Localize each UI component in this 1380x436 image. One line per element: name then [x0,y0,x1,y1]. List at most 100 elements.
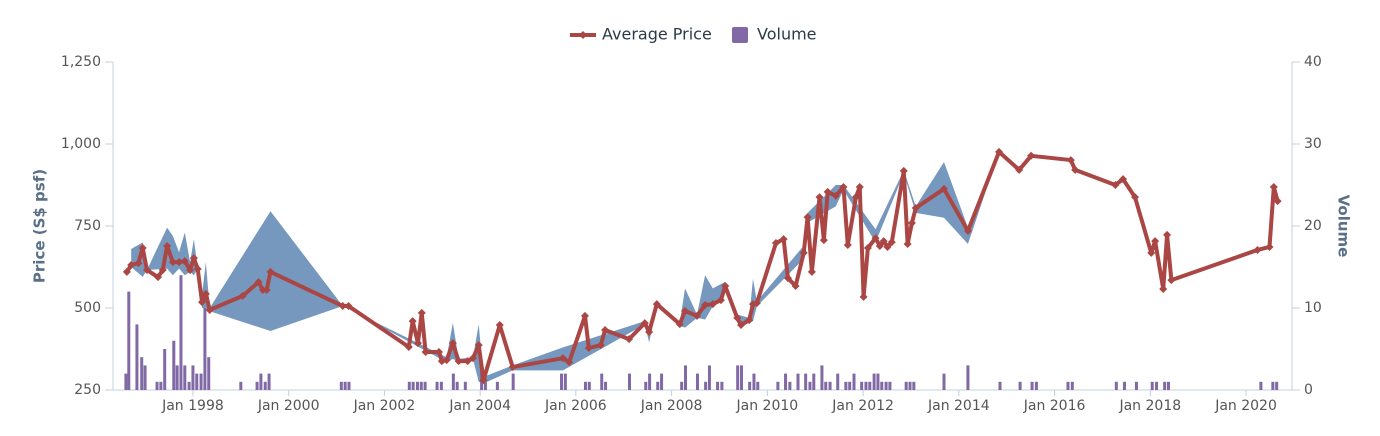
price-marker [468,354,477,363]
volume-bar [720,381,724,390]
price-marker [596,341,605,350]
volume-bar [439,381,443,390]
volume-bar [904,381,908,390]
volume-bar [872,373,876,390]
volume-bar [752,373,756,390]
price-marker [1027,151,1036,160]
price-marker [1269,182,1278,191]
price-marker [180,257,189,266]
price-marker [899,166,908,175]
volume-bar [912,381,916,390]
price-marker [640,319,649,328]
volume-bar [808,381,812,390]
price-marker [855,182,864,191]
price-marker [495,321,504,330]
volume-bar [203,308,207,390]
volume-bar [644,381,648,390]
y2-tick-label: 40 [1304,54,1322,70]
price-marker [479,376,488,385]
volume-bar [812,373,816,390]
x-tick-label: Jan 1998 [161,398,224,414]
price-marker [448,339,457,348]
volume-bar [704,381,708,390]
price-marker [153,273,162,282]
price-marker [903,240,912,249]
volume-bar [942,373,946,390]
price-marker [408,317,417,326]
volume-bar [684,365,688,390]
price-marker [859,292,868,301]
price-marker [701,301,710,310]
volume-bar [263,381,267,390]
price-marker [1163,230,1172,239]
price-marker [733,313,742,322]
price-marker [815,193,824,202]
volume-bar [155,381,159,390]
volume-bar [199,373,203,390]
volume-bar [824,381,828,390]
price-marker [752,299,761,308]
volume-bar [1150,381,1154,390]
volume-bar [740,365,744,390]
volume-bar [140,357,144,390]
volume-bar [179,275,183,390]
volume-bar [159,381,163,390]
volume-bar [736,365,740,390]
volume-bar [884,381,888,390]
x-tick-label: Jan 2010 [736,398,799,414]
volume-bar [908,381,912,390]
volume-bar [1070,381,1074,390]
volume-bar [1066,381,1070,390]
price-marker [1167,276,1176,285]
volume-bar [587,381,591,390]
volume-bar [135,324,139,390]
volume-bar [347,381,351,390]
volume-bar [836,373,840,390]
price-marker [193,264,202,273]
volume-bar [756,381,760,390]
price-marker [911,203,920,212]
volume-bar [1163,381,1167,390]
price-marker [127,261,136,270]
volume-bar [267,373,271,390]
legend-label: Volume [757,25,817,44]
price-marker [189,254,198,263]
volume-bar [1114,381,1118,390]
price-marker [168,258,177,267]
volume-bar [495,381,499,390]
x-tick-label: Jan 2000 [257,398,320,414]
price-marker [1159,284,1168,293]
volume-bar [660,373,664,390]
price-marker [737,321,746,330]
y-tick-label: 1,250 [61,54,101,70]
volume-bar [143,365,147,390]
volume-bar [1030,381,1034,390]
price-marker [201,289,210,298]
price-marker [1151,237,1160,246]
volume-bar [187,381,191,390]
price-marker [771,239,780,248]
volume-bar [239,381,243,390]
volume-bar [163,349,167,390]
price-marker [463,357,472,366]
price-marker [791,282,800,291]
price-marker [963,226,972,235]
price-marker [907,219,916,228]
volume-bar [695,373,699,390]
price-marker [1253,245,1262,254]
price-marker [843,241,852,250]
y2-tick-label: 0 [1304,382,1313,398]
price-marker [434,347,443,356]
x-tick-label: Jan 2020 [1214,398,1277,414]
price-marker [839,182,848,191]
volume-bar [876,373,880,390]
price-marker [262,285,271,294]
price-marker [823,187,832,196]
price-marker [186,265,195,274]
price-marker [508,363,517,372]
price-marker [807,267,816,276]
price-marker [652,300,661,309]
legend-swatch [732,27,748,43]
price-marker [625,335,634,344]
volume-bar [195,373,199,390]
